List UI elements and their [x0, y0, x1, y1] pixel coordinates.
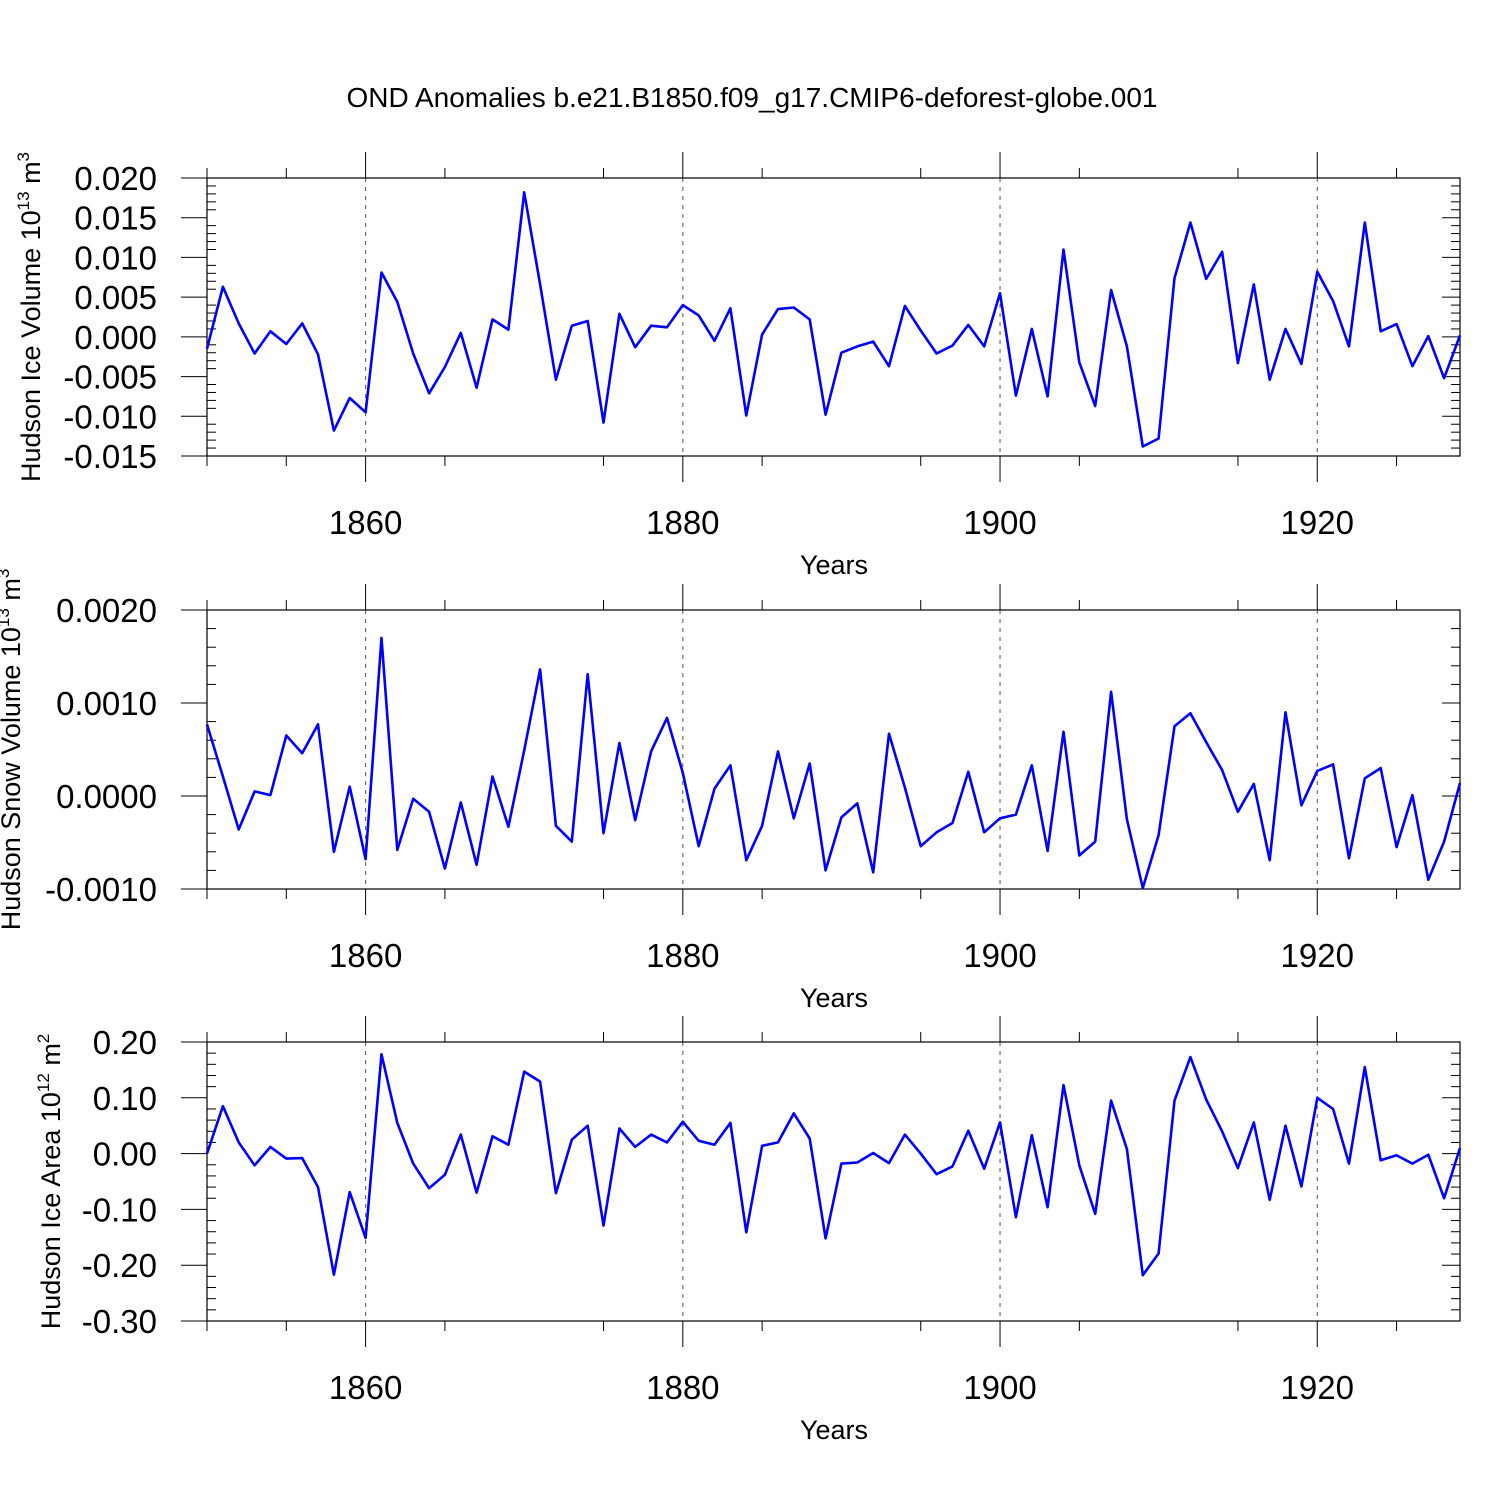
- plot-frame: [206, 609, 1461, 890]
- series-line: [205, 636, 1462, 890]
- y-tick-label--0.015: -0.015: [63, 438, 157, 475]
- y-tick-label-0.000: 0.000: [74, 319, 157, 356]
- y-axis-label-exponent: 13: [14, 191, 33, 210]
- series-line: [205, 1053, 1462, 1277]
- y-tick-label--0.20: -0.20: [82, 1247, 157, 1284]
- y-axis-label: Hudson Snow Volume 1013 m3: [0, 569, 26, 931]
- y-axis-label: Hudson Ice Area 1012 m2: [34, 1034, 66, 1330]
- y-tick-label-0.0020: 0.0020: [56, 592, 157, 629]
- x-tick-label-1860: 1860: [329, 1369, 402, 1406]
- y-axis-label-exponent: 12: [34, 1073, 53, 1092]
- y-tick-label--0.005: -0.005: [63, 359, 157, 396]
- y-tick-label-0.20: 0.20: [93, 1024, 157, 1061]
- y-tick-label--0.30: -0.30: [82, 1303, 157, 1340]
- chart-panel-2: 1860 1880 1900 1920 -0.0010 0.0000 0.0010 0.002…: [0, 569, 1462, 1013]
- plot-frame: [206, 1041, 1461, 1322]
- figure-title: OND Anomalies b.e21.B1850.f09_g17.CMIP6-…: [347, 82, 1158, 113]
- y-tick-label--0.010: -0.010: [63, 398, 157, 435]
- y-tick-label-0.00: 0.00: [93, 1136, 157, 1173]
- x-tick-label-1920: 1920: [1281, 1369, 1354, 1406]
- y-axis-label-unit: m: [16, 161, 46, 191]
- x-tick-label-1900: 1900: [963, 1369, 1036, 1406]
- y-axis-label-unit: m: [0, 578, 26, 608]
- x-axis-label: Years: [800, 1415, 868, 1445]
- x-axis-label: Years: [800, 983, 868, 1013]
- y-tick-label-0.015: 0.015: [74, 200, 157, 237]
- y-axis-label-unit-exponent: 3: [14, 152, 33, 161]
- chart-panel-1: 1860 1880 1900 1920-0.015-0.010-0.0050.0000…: [14, 152, 1462, 580]
- y-axis-label-unit: m: [36, 1043, 66, 1073]
- y-axis-label-text: Hudson Ice Volume 10: [16, 210, 46, 482]
- panels: 1860 1880 1900 1920-0.015-0.010-0.0050.0000…: [0, 152, 1462, 1445]
- y-axis-label-text: Hudson Snow Volume 10: [0, 627, 26, 930]
- y-axis-label: Hudson Ice Volume 1013 m3: [14, 152, 46, 482]
- y-tick-label-0.005: 0.005: [74, 279, 157, 316]
- y-axis-label-unit-exponent: 2: [34, 1034, 53, 1043]
- y-tick-label-0.0010: 0.0010: [56, 685, 157, 722]
- y-axis-label-exponent: 13: [0, 608, 13, 627]
- plot-frame: [206, 177, 1461, 457]
- series-line: [205, 191, 1462, 448]
- y-tick-label-0.0000: 0.0000: [56, 778, 157, 815]
- x-tick-label-1920: 1920: [1281, 937, 1354, 974]
- y-tick-label-0.10: 0.10: [93, 1080, 157, 1117]
- y-tick-label-0.020: 0.020: [74, 160, 157, 197]
- y-tick-label--0.0010: -0.0010: [45, 871, 157, 908]
- x-tick-label-1900: 1900: [963, 504, 1036, 541]
- x-axis-label: Years: [800, 550, 868, 580]
- y-tick-label--0.10: -0.10: [82, 1191, 157, 1228]
- x-tick-label-1860: 1860: [329, 937, 402, 974]
- y-axis-label-unit-exponent: 3: [0, 569, 13, 578]
- chart-panel-3: 1860 1880 1900 1920 -0.30 -0.20 -0.10 0.00 0.10 0…: [34, 1016, 1462, 1445]
- x-tick-label-1860: 1860: [329, 504, 402, 541]
- x-tick-label-1920: 1920: [1281, 504, 1354, 541]
- y-axis-label-text: Hudson Ice Area 10: [36, 1092, 66, 1329]
- x-tick-label-1880: 1880: [646, 937, 719, 974]
- x-tick-label-1880: 1880: [646, 1369, 719, 1406]
- x-tick-label-1900: 1900: [963, 937, 1036, 974]
- y-tick-label-0.010: 0.010: [74, 239, 157, 276]
- x-tick-label-1880: 1880: [646, 504, 719, 541]
